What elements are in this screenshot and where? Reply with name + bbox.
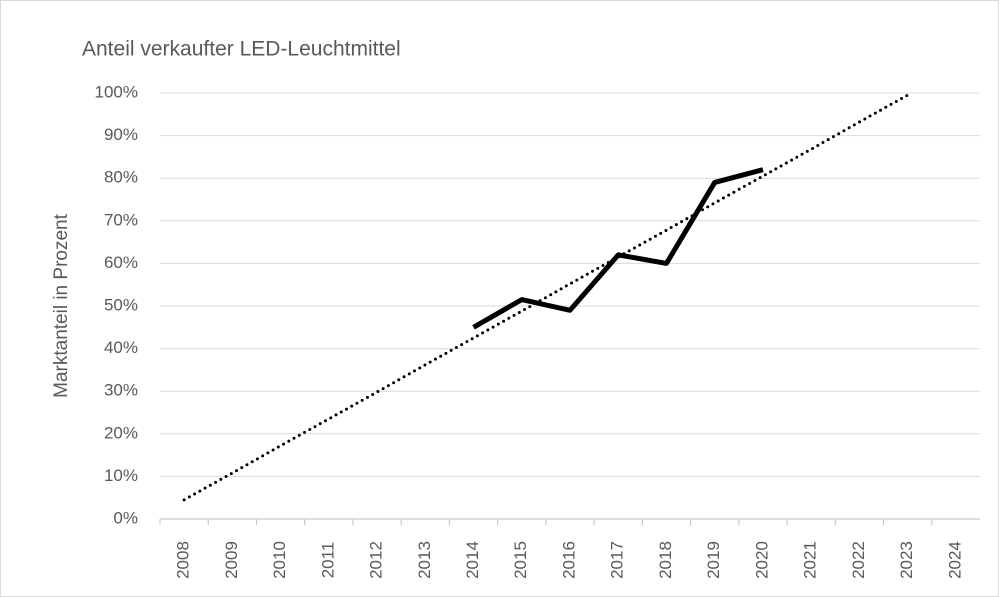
y-tick-label: 60% bbox=[104, 253, 138, 272]
x-tick-label: 2015 bbox=[511, 541, 530, 579]
x-tick-label: 2014 bbox=[463, 541, 482, 579]
x-tick-label: 2016 bbox=[559, 541, 578, 579]
y-axis-label: Marktanteil in Prozent bbox=[51, 213, 72, 397]
y-tick-label: 70% bbox=[104, 210, 138, 229]
x-tick-label: 2013 bbox=[415, 541, 434, 579]
y-tick-label: 10% bbox=[104, 466, 138, 485]
x-tick-label: 2019 bbox=[704, 541, 723, 579]
x-tick-label: 2017 bbox=[608, 541, 627, 579]
chart-title: Anteil verkaufter LED-Leuchtmittel bbox=[82, 38, 401, 61]
y-tick-label: 20% bbox=[104, 423, 138, 442]
x-tick-label: 2011 bbox=[318, 542, 337, 579]
x-tick-label: 2010 bbox=[270, 541, 289, 579]
data-line bbox=[472, 167, 764, 330]
x-tick-label: 2024 bbox=[945, 541, 964, 579]
y-tick-label: 80% bbox=[104, 168, 138, 187]
x-tick-label: 2009 bbox=[222, 541, 241, 579]
x-tick-label: 2022 bbox=[849, 541, 868, 579]
x-tick-label: 2008 bbox=[174, 541, 193, 579]
x-tick-label: 2018 bbox=[656, 541, 675, 579]
y-tick-label: 90% bbox=[104, 125, 138, 144]
x-tick-label: 2021 bbox=[801, 541, 820, 579]
y-tick-label: 30% bbox=[104, 381, 138, 400]
y-tick-label: 50% bbox=[104, 295, 138, 314]
y-tick-label: 0% bbox=[113, 508, 138, 527]
x-tick-label: 2023 bbox=[897, 541, 916, 579]
x-tick-label: 2012 bbox=[367, 541, 386, 579]
y-tick-label: 40% bbox=[104, 338, 138, 357]
trend-line bbox=[182, 93, 910, 502]
y-tick-label: 100% bbox=[95, 82, 138, 101]
x-tick-label: 2020 bbox=[752, 541, 771, 579]
